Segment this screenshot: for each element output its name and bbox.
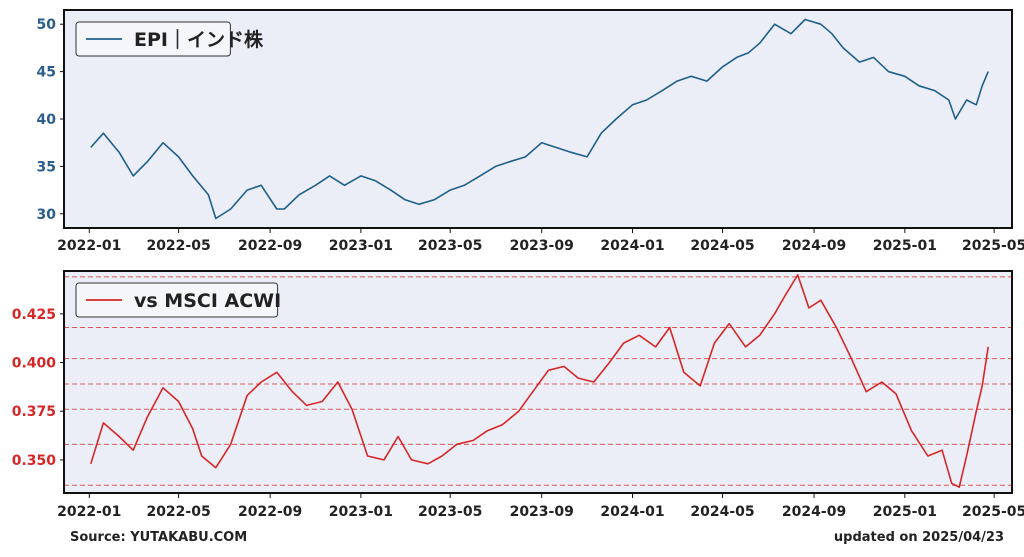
rel-x-tick-label: 2024-09 [782,504,846,520]
rel-y-tick-label: 0.350 [12,453,57,469]
epi-y-tick-label: 50 [37,17,57,33]
epi-x-tick-label: 2023-01 [329,238,393,254]
rel-series-line [90,274,989,489]
rel-x-tick-label: 2023-05 [418,504,482,520]
epi-legend-label: EPI｜インド株 [134,28,264,51]
rel-legend: vs MSCI ACWI [75,282,281,318]
rel-x-tick-label: 2025-01 [873,504,937,520]
rel-x-tick-label: 2024-05 [690,504,754,520]
source-label: Source: YUTAKABU.COM [70,530,248,545]
rel-plot-frame [63,270,1013,494]
rel-x-tick-label: 2025-05 [962,504,1024,520]
rel-x-tick-label: 2022-09 [238,504,302,520]
rel-x-tick-label: 2022-01 [57,504,121,520]
epi-y-tick-label: 35 [37,159,56,175]
epi-x-tick-label: 2022-05 [146,238,210,254]
rel-legend-box [75,282,279,318]
epi-legend-box [75,21,231,57]
rel-y-tick-label: 0.400 [12,356,57,372]
epi-x-tick-label: 2024-01 [600,238,664,254]
rel-x-tick-label: 2022-05 [146,504,210,520]
rel-legend-label: vs MSCI ACWI [134,290,281,312]
rel-x-tick-label: 2024-01 [600,504,664,520]
epi-x-tick-label: 2022-01 [57,238,121,254]
epi-y-tick-label: 40 [37,112,57,128]
rel-y-tick-label: 0.375 [12,404,56,420]
epi-x-tick-label: 2024-05 [690,238,754,254]
epi-legend: EPI｜インド株 [75,21,264,57]
epi-x-tick-label: 2023-09 [510,238,574,254]
updated-label: updated on 2025/04/23 [833,530,1004,545]
rel-x-tick-label: 2023-09 [510,504,574,520]
epi-x-tick-label: 2024-09 [782,238,846,254]
epi-x-tick-label: 2023-05 [418,238,482,254]
rel-y-tick-label: 0.425 [12,307,56,323]
epi-x-tick-label: 2025-01 [873,238,937,254]
rel-x-tick-label: 2023-01 [329,504,393,520]
epi-y-tick-label: 30 [37,207,57,223]
epi-y-tick-label: 45 [37,65,56,81]
epi-x-tick-label: 2025-05 [962,238,1024,254]
epi-x-tick-label: 2022-09 [238,238,302,254]
epi-series-line [90,18,989,220]
